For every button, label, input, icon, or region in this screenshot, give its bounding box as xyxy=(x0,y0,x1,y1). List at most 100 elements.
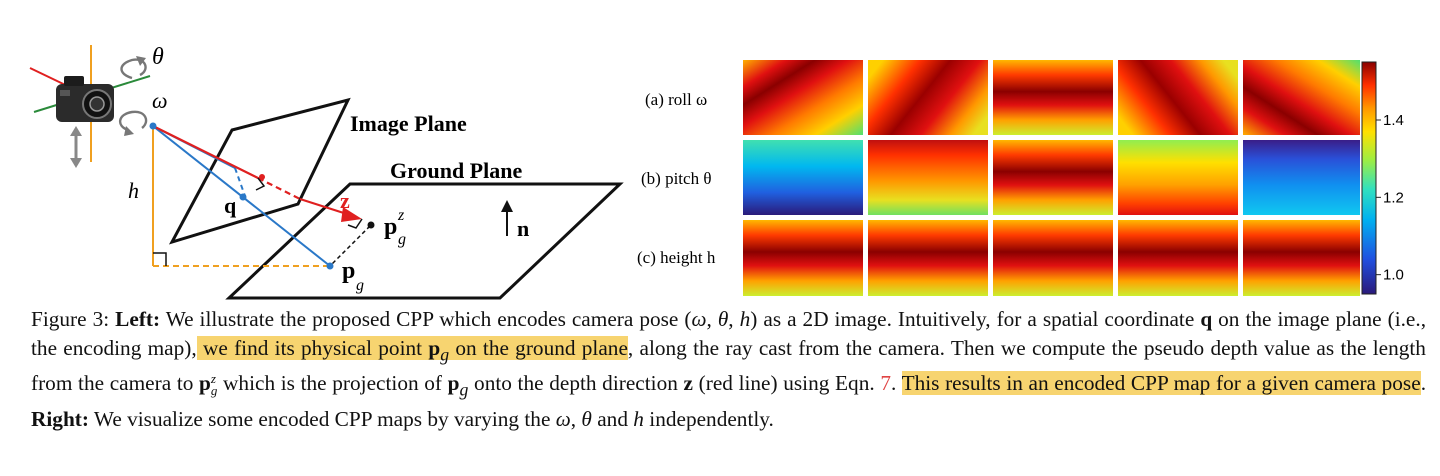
caption-text: , xyxy=(728,307,740,331)
depth-direction-line-2 xyxy=(299,197,351,217)
row-label-pitch: (b) pitch θ xyxy=(641,169,711,188)
caption-text: independently. xyxy=(643,406,774,431)
caption-text: , xyxy=(706,307,718,331)
right-angle-marker xyxy=(153,252,167,266)
caption-text: onto the depth direction xyxy=(468,371,684,396)
heatmap-pitch-4 xyxy=(1118,140,1238,215)
caption-symbol: θ xyxy=(581,406,592,431)
pgz-projection-dashed xyxy=(329,225,371,267)
heatmap-height-3 xyxy=(993,220,1113,296)
q-red-point xyxy=(259,174,265,180)
omega-rotation-arrow-icon xyxy=(119,110,148,136)
caption-symbol: θ xyxy=(717,307,729,331)
caption-text: on the ground plane xyxy=(449,336,628,360)
caption-symbol: h xyxy=(633,406,644,431)
theta-rotation-arrow-icon xyxy=(120,56,147,80)
caption-text: (red line) using Eqn. xyxy=(692,371,881,396)
heatmap-height-1 xyxy=(743,220,863,296)
caption-symbol: ω xyxy=(691,307,707,331)
caption-symbol: ω xyxy=(555,406,571,431)
ground-plane-label: Ground Plane xyxy=(390,158,522,183)
caption-symbol: g xyxy=(440,344,450,365)
figure-caption: Figure 3: Left: We illustrate the propos… xyxy=(31,305,1426,434)
row-label-roll: (a) roll ω xyxy=(645,90,707,109)
colorbar xyxy=(1361,61,1377,295)
caption-text: which is the projection of xyxy=(217,371,448,396)
caption-text: on the image plane (i.e., the encoding m… xyxy=(31,307,1427,360)
image-plane xyxy=(168,97,351,245)
highlight-physical-point: we find its physical point pg on the gro… xyxy=(196,336,628,364)
pgz-sup: z xyxy=(397,207,405,224)
z-arrowhead-icon xyxy=(341,207,362,222)
caption-text: , along the ray cast from the camera. Th… xyxy=(31,336,1426,396)
heatmap-roll-2 xyxy=(868,60,988,135)
pgz-base: p xyxy=(384,214,397,240)
caption-text: . xyxy=(890,371,902,396)
height-label: h xyxy=(128,178,139,203)
caption-symbol: h xyxy=(739,307,751,331)
caption-text: We visualize some encoded CPP maps by va… xyxy=(88,406,556,431)
pg-base: p xyxy=(342,258,355,284)
caption-symbol: q xyxy=(1200,307,1213,331)
pgz-label: p z g xyxy=(384,207,406,248)
image-plane-label: Image Plane xyxy=(350,111,467,136)
pgz-right-angle-marker xyxy=(347,218,363,229)
caption-symbol: p xyxy=(447,371,460,396)
row-label-height: (c) height h xyxy=(637,248,716,267)
z-label: z xyxy=(340,188,350,213)
height-double-arrow-icon xyxy=(70,126,82,168)
caption-text: , xyxy=(570,406,582,431)
heatmap-pitch-3 xyxy=(993,140,1113,215)
colorbar-tick-label: 1.0 xyxy=(1383,267,1404,284)
camera-center-point xyxy=(149,122,157,130)
heatmap-height-2 xyxy=(868,220,988,296)
theta-label: θ xyxy=(152,44,164,70)
camera-pose-diagram: θ ω Image Plane Ground Plane h z q p z g… xyxy=(29,44,624,300)
normal-arrowhead-icon xyxy=(501,200,513,212)
colorbar-tick-label: 1.2 xyxy=(1383,189,1404,206)
highlight-cpp-map: This results in an encoded CPP map for a… xyxy=(901,371,1421,396)
right-heading: Right: xyxy=(31,406,89,431)
heatmap-roll-5 xyxy=(1243,60,1360,135)
caption-text: . xyxy=(1420,371,1427,396)
caption-symbol: g xyxy=(459,379,469,400)
heatmap-height-5 xyxy=(1243,220,1360,296)
colorbar-ticks: 1.4 1.2 1.0 xyxy=(1376,112,1404,284)
n-label: n xyxy=(517,216,529,241)
caption-symbol: z xyxy=(683,371,693,396)
caption-text: ) as a 2D image. Intuitively, for a spat… xyxy=(750,307,1195,331)
caption-symbol: z xyxy=(210,371,216,387)
heatmap-pitch-2 xyxy=(868,140,988,215)
depth-direction-line xyxy=(152,125,259,179)
q-label: q xyxy=(224,193,237,218)
caption-symbol: p xyxy=(199,371,211,396)
camera-icon xyxy=(56,76,114,122)
q-right-angle-marker xyxy=(255,177,266,191)
equation-link[interactable]: 7 xyxy=(880,371,891,396)
caption-text: We illustrate the proposed CPP which enc… xyxy=(160,307,692,331)
colorbar-tick-label: 1.4 xyxy=(1383,112,1404,129)
q-point xyxy=(239,193,247,201)
heatmap-roll-4 xyxy=(1118,60,1238,135)
heatmap-pitch-5 xyxy=(1243,140,1360,215)
omega-label: ω xyxy=(152,88,168,113)
ground-plane xyxy=(225,182,624,300)
cpp-heatmaps: (a) roll ω (b) pitch θ (c) height h 1.41… xyxy=(637,60,1404,296)
pgz-sub: g xyxy=(398,231,406,248)
ray-to-pg-dashed xyxy=(234,167,246,197)
depth-direction-dashed xyxy=(257,177,301,200)
left-heading: Left: xyxy=(115,307,161,331)
heatmap-height-4 xyxy=(1118,220,1238,296)
caption-text: we find its physical point xyxy=(196,336,429,360)
pg-label: p g xyxy=(342,258,364,294)
pg-point xyxy=(326,262,334,270)
pg-sub: g xyxy=(356,277,364,294)
heatmap-roll-3 xyxy=(993,60,1113,135)
pgz-point xyxy=(367,221,375,229)
caption-symbol: p xyxy=(428,336,441,360)
caption-symbol: g xyxy=(210,383,218,399)
heatmap-roll-1 xyxy=(743,60,863,135)
caption-text: and xyxy=(591,406,634,431)
figure-number: Figure 3: xyxy=(31,307,110,331)
heatmap-pitch-1 xyxy=(743,140,863,215)
